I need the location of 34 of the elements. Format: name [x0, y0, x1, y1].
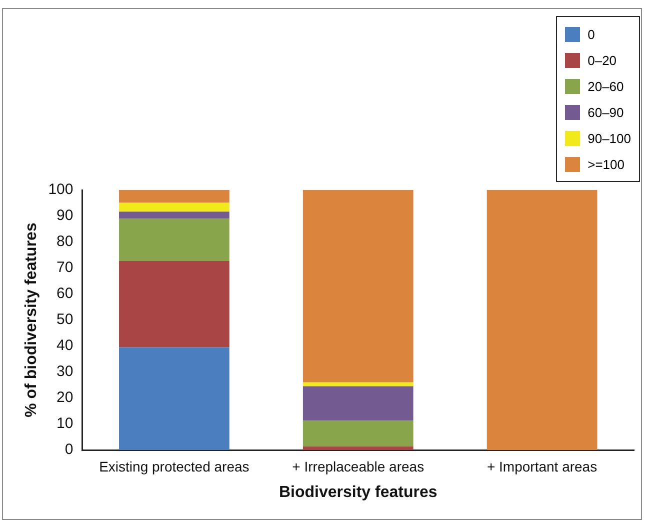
legend-label: 60–90 [588, 104, 624, 120]
legend-label: 90–100 [588, 130, 631, 146]
bar [486, 190, 598, 450]
y-tick-label: 0 [64, 441, 74, 458]
y-tick-label: 30 [56, 363, 74, 380]
y-tick-label: 20 [56, 389, 74, 406]
bar [302, 382, 414, 386]
bar [119, 212, 230, 219]
y-axis-title: % of biodiversity features [23, 222, 40, 418]
y-tick-label: 90 [56, 207, 74, 224]
y-tick-label: 10 [56, 415, 74, 432]
bar [119, 190, 230, 203]
x-tick-label: Existing protected areas [99, 458, 250, 474]
y-tick-label: 80 [56, 233, 74, 250]
bar [119, 202, 230, 212]
x-tick-label: + Important areas [486, 458, 598, 474]
bar [119, 260, 230, 348]
bar [119, 347, 230, 450]
y-tick-label: 40 [56, 337, 74, 354]
bar [302, 190, 414, 382]
y-tick-label: 100 [48, 181, 74, 198]
x-axis-title: Biodiversity features [278, 484, 438, 501]
legend-label: >=100 [588, 156, 624, 172]
legend-label: 20–60 [588, 78, 624, 94]
x-tick-label: + Irreplaceable areas [292, 458, 424, 474]
legend-label: 0 [588, 26, 595, 42]
y-tick-label: 50 [56, 311, 74, 328]
y-tick-label: 70 [56, 259, 74, 276]
legend-label: 0–20 [588, 52, 617, 68]
bar [302, 420, 414, 446]
bar [302, 446, 414, 450]
bar [119, 218, 230, 261]
bar [302, 386, 414, 421]
y-tick-label: 60 [56, 285, 74, 302]
